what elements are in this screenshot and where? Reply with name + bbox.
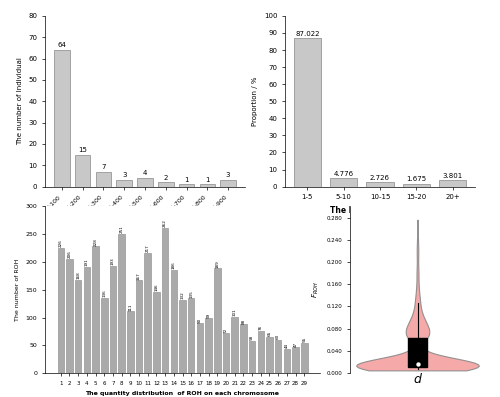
Bar xyxy=(301,343,308,373)
Text: 262: 262 xyxy=(163,219,167,227)
Text: 76: 76 xyxy=(259,325,263,330)
Text: 65: 65 xyxy=(268,331,272,337)
Text: b: b xyxy=(376,228,384,241)
Text: 47: 47 xyxy=(294,341,298,347)
Text: 4: 4 xyxy=(143,170,147,176)
Bar xyxy=(196,323,203,373)
Text: 206: 206 xyxy=(68,250,71,258)
Bar xyxy=(258,331,264,373)
Bar xyxy=(284,349,290,373)
Bar xyxy=(366,182,394,187)
Text: 2.726: 2.726 xyxy=(370,175,390,181)
Y-axis label: Proportion / %: Proportion / % xyxy=(252,77,258,126)
Text: 132: 132 xyxy=(180,291,184,299)
Bar xyxy=(116,180,132,187)
Text: 88: 88 xyxy=(242,318,246,324)
Text: 64: 64 xyxy=(58,42,66,48)
Text: 226: 226 xyxy=(59,239,63,247)
Text: 189: 189 xyxy=(216,260,220,268)
Bar xyxy=(66,259,72,373)
Bar xyxy=(127,312,134,373)
Text: 186: 186 xyxy=(172,262,176,269)
Bar xyxy=(292,347,299,373)
Text: 99: 99 xyxy=(206,312,210,318)
Bar xyxy=(162,227,168,373)
Bar xyxy=(101,298,107,373)
Text: 55: 55 xyxy=(302,337,306,342)
Text: 146: 146 xyxy=(154,284,158,291)
Bar xyxy=(266,337,272,373)
Text: 101: 101 xyxy=(232,309,236,316)
Text: 1: 1 xyxy=(205,177,210,183)
Text: 111: 111 xyxy=(128,303,132,311)
Bar xyxy=(54,50,70,187)
Text: 3.801: 3.801 xyxy=(442,173,463,179)
Y-axis label: The number of Individual: The number of Individual xyxy=(17,57,23,145)
Text: 167: 167 xyxy=(137,272,141,280)
Text: d: d xyxy=(414,373,422,386)
Bar xyxy=(110,266,116,373)
Bar xyxy=(275,340,281,373)
Text: 168: 168 xyxy=(76,272,80,279)
Text: 191: 191 xyxy=(85,259,89,266)
Bar xyxy=(408,338,426,367)
Text: 193: 193 xyxy=(111,258,115,265)
Bar xyxy=(214,268,220,373)
Text: 217: 217 xyxy=(146,244,150,252)
Bar xyxy=(222,333,229,373)
Bar xyxy=(84,267,90,373)
Bar xyxy=(188,298,194,373)
Text: 4.776: 4.776 xyxy=(334,171,353,177)
Bar xyxy=(179,185,194,187)
Bar xyxy=(118,234,125,373)
Bar xyxy=(158,182,174,187)
Text: 1: 1 xyxy=(184,177,189,183)
Bar xyxy=(294,38,321,187)
Bar xyxy=(144,252,151,373)
Bar xyxy=(75,154,90,187)
Text: 3: 3 xyxy=(122,172,126,179)
Point xyxy=(414,361,422,367)
Bar xyxy=(220,180,236,187)
X-axis label: The length of ROH(Mb): The length of ROH(Mb) xyxy=(330,206,430,215)
Text: 228: 228 xyxy=(94,238,98,246)
Bar xyxy=(200,185,215,187)
Bar xyxy=(96,172,111,187)
Y-axis label: $F_{ROH}$: $F_{ROH}$ xyxy=(311,281,321,298)
Text: 1.675: 1.675 xyxy=(406,176,426,182)
Text: 7: 7 xyxy=(101,164,105,170)
Text: 251: 251 xyxy=(120,225,124,233)
Bar xyxy=(249,341,256,373)
Y-axis label: The number of ROH: The number of ROH xyxy=(15,258,20,321)
Bar xyxy=(232,317,238,373)
Bar xyxy=(153,292,160,373)
Text: 135: 135 xyxy=(189,290,193,298)
Bar xyxy=(330,178,357,187)
Bar xyxy=(439,180,466,187)
Bar xyxy=(58,248,64,373)
Text: 3: 3 xyxy=(226,172,230,179)
X-axis label: The length of ROH(Mb): The length of ROH(Mb) xyxy=(95,222,195,231)
Text: 2: 2 xyxy=(164,175,168,181)
Text: 87.022: 87.022 xyxy=(295,31,320,37)
X-axis label: The quantity distribution  of ROH on each chromosome: The quantity distribution of ROH on each… xyxy=(86,391,280,396)
Bar xyxy=(179,300,186,373)
Text: a: a xyxy=(141,248,149,261)
Bar xyxy=(240,324,246,373)
Bar xyxy=(136,280,142,373)
Text: 58: 58 xyxy=(250,335,254,340)
Text: 136: 136 xyxy=(102,289,106,297)
Bar xyxy=(75,280,82,373)
Text: 72: 72 xyxy=(224,328,228,333)
Text: 15: 15 xyxy=(78,147,87,153)
Bar xyxy=(402,184,430,187)
Bar xyxy=(92,247,99,373)
Text: 90: 90 xyxy=(198,317,202,323)
Text: 44: 44 xyxy=(285,343,289,348)
Bar xyxy=(206,318,212,373)
Bar xyxy=(170,270,177,373)
Bar xyxy=(137,178,153,187)
Text: 60: 60 xyxy=(276,334,280,339)
